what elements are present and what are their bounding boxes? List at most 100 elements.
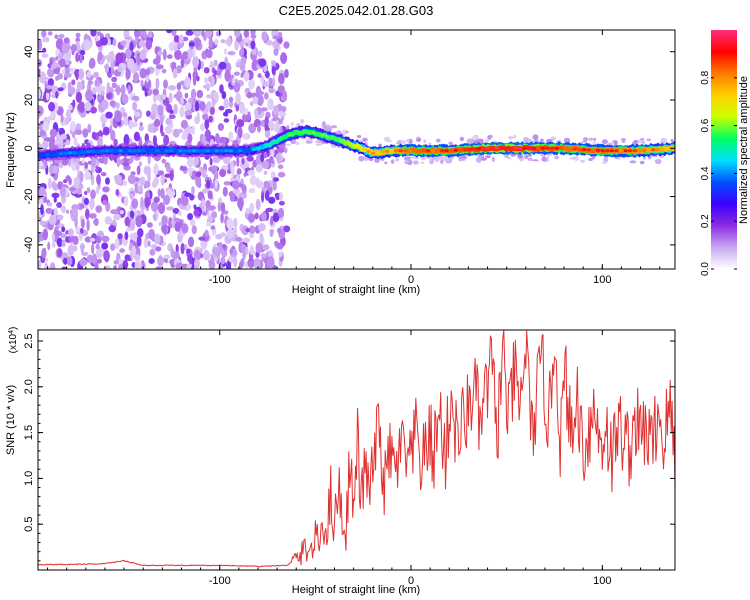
noise-blob xyxy=(143,32,147,39)
noise-blob xyxy=(261,160,270,169)
noise-blob xyxy=(236,168,242,175)
noise-blob xyxy=(152,58,161,65)
ridge-core xyxy=(40,153,45,157)
noise-blob xyxy=(100,90,105,96)
noise-blob xyxy=(94,261,99,269)
noise-blob xyxy=(272,35,280,40)
snr-series-line xyxy=(38,330,675,568)
noise-blob xyxy=(233,255,238,268)
noise-blob xyxy=(89,197,95,210)
noise-blob xyxy=(147,240,151,247)
ridge-core xyxy=(600,149,605,153)
noise-blob xyxy=(144,168,150,173)
noise-blob xyxy=(139,68,147,79)
noise-blob xyxy=(89,237,96,242)
ridge-core xyxy=(577,147,582,151)
noise-blob xyxy=(485,139,489,143)
ridge-core xyxy=(173,149,178,153)
noise-blob xyxy=(228,131,234,143)
ridge-core xyxy=(302,130,307,134)
ridge-core xyxy=(605,149,610,153)
ridge-core xyxy=(554,146,559,150)
noise-blob xyxy=(72,235,79,245)
noise-blob xyxy=(48,201,53,207)
noise-blob xyxy=(113,265,117,269)
noise-blob xyxy=(202,211,208,216)
noise-blob xyxy=(106,82,111,94)
noise-blob xyxy=(251,47,257,55)
ridge-core xyxy=(637,149,642,153)
noise-blob xyxy=(250,40,256,50)
noise-blob xyxy=(47,31,53,36)
noise-blob xyxy=(193,258,200,269)
ridge-core xyxy=(219,149,224,153)
colorbar-tick-label: 0.0 xyxy=(700,262,711,276)
ridge-core xyxy=(113,149,119,153)
noise-blob xyxy=(47,177,52,190)
noise-blob xyxy=(187,49,194,59)
noise-blob xyxy=(74,216,78,228)
noise-blob xyxy=(284,68,289,79)
ridge-core xyxy=(214,149,220,153)
noise-blob xyxy=(208,76,212,83)
noise-blob xyxy=(47,78,55,87)
noise-blob xyxy=(119,210,124,215)
noise-blob xyxy=(245,228,250,233)
noise-blob xyxy=(223,112,228,117)
ridge-core xyxy=(403,149,408,153)
noise-blob xyxy=(180,96,184,106)
ridge-core xyxy=(572,147,578,151)
noise-blob xyxy=(180,195,189,206)
noise-blob xyxy=(160,115,164,125)
noise-blob xyxy=(202,113,209,121)
noise-blob xyxy=(508,136,514,140)
snr-line-layer xyxy=(38,330,675,568)
noise-blob xyxy=(480,157,487,161)
noise-blob xyxy=(103,250,110,262)
noise-blob xyxy=(260,153,265,163)
ridge-core xyxy=(196,149,201,153)
noise-blob xyxy=(85,208,90,220)
noise-blob xyxy=(165,117,173,126)
spectrogram-ylabel: Frequency (Hz) xyxy=(5,112,17,188)
noise-blob xyxy=(65,175,71,182)
noise-blob xyxy=(122,260,129,269)
noise-blob xyxy=(161,132,165,137)
ridge-core xyxy=(265,144,270,148)
noise-blob xyxy=(68,228,74,237)
noise-blob xyxy=(191,186,195,196)
noise-blob xyxy=(384,161,388,165)
noise-blob xyxy=(168,217,173,229)
noise-blob xyxy=(61,239,66,248)
noise-blob xyxy=(412,160,419,165)
noise-blob xyxy=(358,155,365,162)
ridge-core xyxy=(453,148,458,152)
noise-blob xyxy=(110,67,115,76)
snr-scale-label: (x104) xyxy=(8,327,20,354)
snr-scale-close: ) xyxy=(8,327,19,330)
spectrogram-image xyxy=(38,30,675,269)
noise-blob xyxy=(57,248,63,257)
noise-blob xyxy=(57,73,63,80)
snr-ylabel: SNR (10 * v/v) xyxy=(5,385,17,455)
noise-blob xyxy=(249,202,255,213)
noise-blob xyxy=(260,107,268,112)
snr-xlabel: Height of straight line (km) xyxy=(292,584,420,596)
ridge-core xyxy=(334,137,339,141)
noise-blob xyxy=(247,257,255,269)
noise-blob xyxy=(79,53,83,64)
noise-blob xyxy=(136,54,141,66)
noise-blob xyxy=(71,79,76,86)
ridge-core xyxy=(481,147,486,151)
noise-blob xyxy=(264,190,270,201)
noise-blob xyxy=(174,49,182,60)
noise-blob xyxy=(113,260,119,265)
ridge-core xyxy=(104,149,110,153)
noise-blob xyxy=(173,93,180,99)
ridge-core xyxy=(407,149,413,153)
colorbar-tick-label: 0.6 xyxy=(700,118,711,132)
ridge-core xyxy=(118,149,123,153)
noise-blob xyxy=(217,123,224,131)
noise-blob xyxy=(117,66,123,73)
noise-blob xyxy=(277,207,285,218)
